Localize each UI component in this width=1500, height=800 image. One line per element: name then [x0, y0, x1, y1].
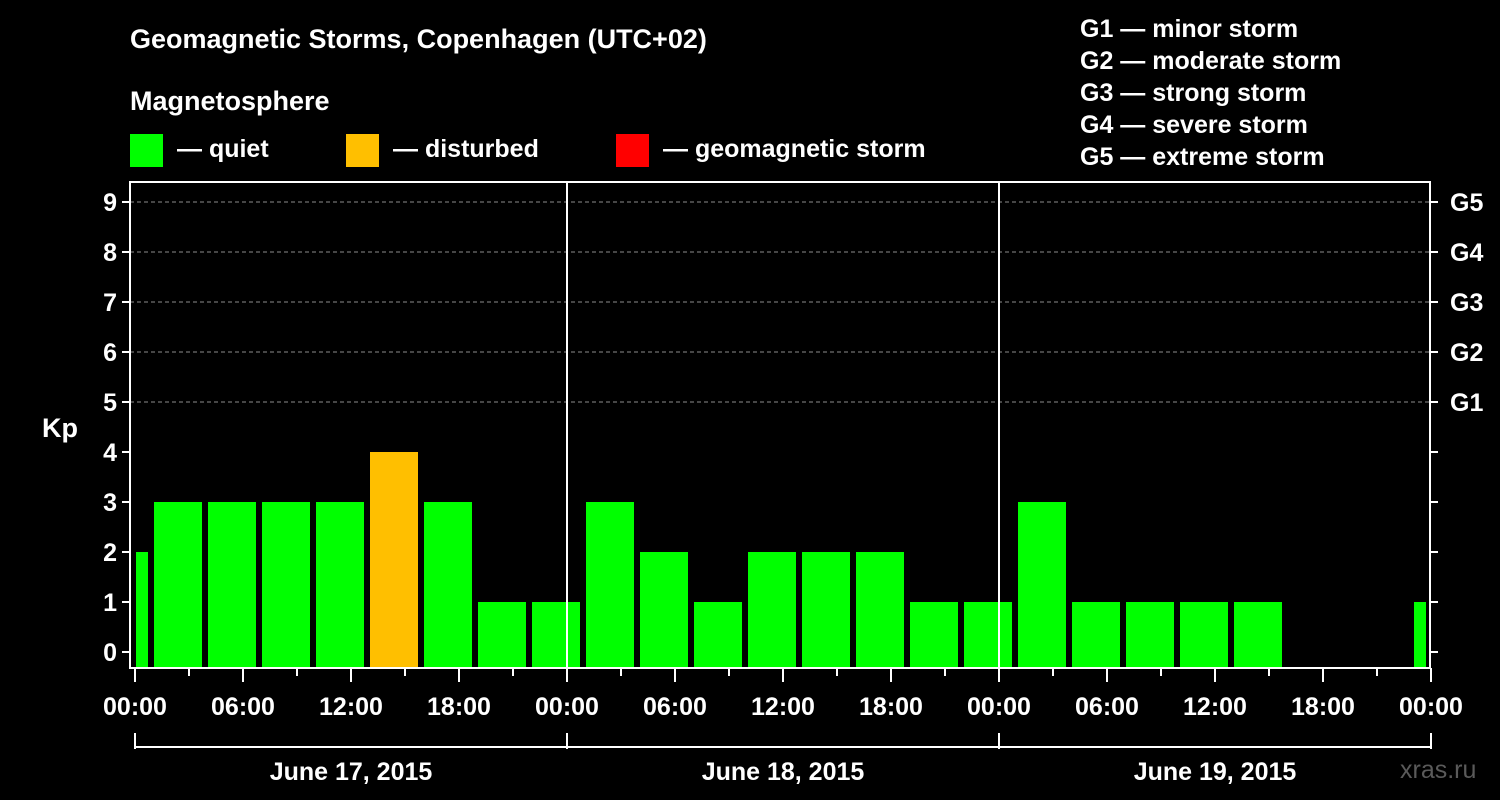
bar-20	[1180, 602, 1228, 667]
bar-2	[208, 502, 256, 667]
storm-scale-g1: G1 — minor storm	[1080, 15, 1298, 43]
x-tick-label-12: 00:00	[1399, 693, 1463, 721]
y-tick-label-4: 4	[103, 439, 117, 467]
bar-17	[1018, 502, 1066, 667]
bar-1	[154, 502, 202, 667]
y-tick-label-0: 0	[103, 639, 117, 667]
y-axis-label: Kp	[42, 413, 78, 443]
legend-label-quiet: — quiet	[177, 135, 269, 163]
plot-frame	[129, 181, 1431, 669]
legend-swatch-storm	[616, 134, 649, 167]
y-tick-label-2: 2	[103, 539, 117, 567]
x-tick-label-0: 00:00	[103, 693, 167, 721]
right-tick-label-g4: G4	[1450, 239, 1483, 267]
legend-heading: Magnetosphere	[130, 86, 330, 116]
bar-18	[1072, 602, 1120, 667]
y-tick-label-5: 5	[103, 389, 117, 417]
chart-title: Geomagnetic Storms, Copenhagen (UTC+02)	[130, 24, 707, 54]
bar-16	[964, 602, 1012, 667]
x-tick-label-11: 18:00	[1291, 693, 1355, 721]
day-label-0: June 17, 2015	[270, 758, 433, 786]
bar-11	[694, 602, 742, 667]
day-label-1: June 18, 2015	[702, 758, 865, 786]
bar-12	[748, 552, 796, 667]
axes-layer	[122, 181, 1438, 749]
watermark: xras.ru	[1400, 756, 1476, 784]
bar-10	[640, 552, 688, 667]
bar-13	[802, 552, 850, 667]
bar-15	[910, 602, 958, 667]
storm-scale-g3: G3 — strong storm	[1080, 79, 1306, 107]
x-tick-label-10: 12:00	[1183, 693, 1247, 721]
legend-label-storm: — geomagnetic storm	[663, 135, 926, 163]
y-tick-label-8: 8	[103, 239, 117, 267]
y-tick-label-6: 6	[103, 339, 117, 367]
bar-19	[1126, 602, 1174, 667]
legend-label-disturbed: — disturbed	[393, 135, 539, 163]
x-tick-label-1: 06:00	[211, 693, 275, 721]
x-tick-label-3: 18:00	[427, 693, 491, 721]
bar-21	[1234, 602, 1282, 667]
bar-8	[532, 602, 580, 667]
storm-scale-g2: G2 — moderate storm	[1080, 47, 1341, 75]
bar-9	[586, 502, 634, 667]
bar-14	[856, 552, 904, 667]
bar-3	[262, 502, 310, 667]
right-tick-label-g1: G1	[1450, 389, 1483, 417]
y-tick-label-3: 3	[103, 489, 117, 517]
x-tick-label-7: 18:00	[859, 693, 923, 721]
bar-5	[370, 452, 418, 667]
x-tick-label-2: 12:00	[319, 693, 383, 721]
storm-scale-g4: G4 — severe storm	[1080, 111, 1308, 139]
labels-layer: 0 1 2 3 4 5 6 7 8 9 G1 G2 G3 G4 G5 00:00 06:00 12:00 18:00…	[103, 189, 1483, 786]
y-tick-label-7: 7	[103, 289, 117, 317]
y-tick-label-9: 9	[103, 189, 117, 217]
bar-6	[424, 502, 472, 667]
legend: — quiet — disturbed — geomagnetic storm	[130, 134, 926, 167]
y-tick-label-1: 1	[103, 589, 117, 617]
right-tick-label-g2: G2	[1450, 339, 1483, 367]
x-tick-label-4: 00:00	[535, 693, 599, 721]
bar-4	[316, 502, 364, 667]
bar-7	[478, 602, 526, 667]
right-tick-label-g5: G5	[1450, 189, 1483, 217]
day-label-2: June 19, 2015	[1134, 758, 1297, 786]
legend-swatch-quiet	[130, 134, 163, 167]
right-tick-label-g3: G3	[1450, 289, 1483, 317]
bar-0	[136, 552, 148, 667]
storm-scale-legend: G1 — minor storm G2 — moderate storm G3 …	[1080, 15, 1341, 171]
x-tick-label-5: 06:00	[643, 693, 707, 721]
grid-layer	[130, 201, 1430, 403]
x-tick-label-9: 06:00	[1075, 693, 1139, 721]
bar-22	[1414, 602, 1426, 667]
legend-swatch-disturbed	[346, 134, 379, 167]
x-tick-label-8: 00:00	[967, 693, 1031, 721]
storm-scale-g5: G5 — extreme storm	[1080, 143, 1325, 171]
bars-layer	[136, 452, 1426, 667]
x-tick-label-6: 12:00	[751, 693, 815, 721]
